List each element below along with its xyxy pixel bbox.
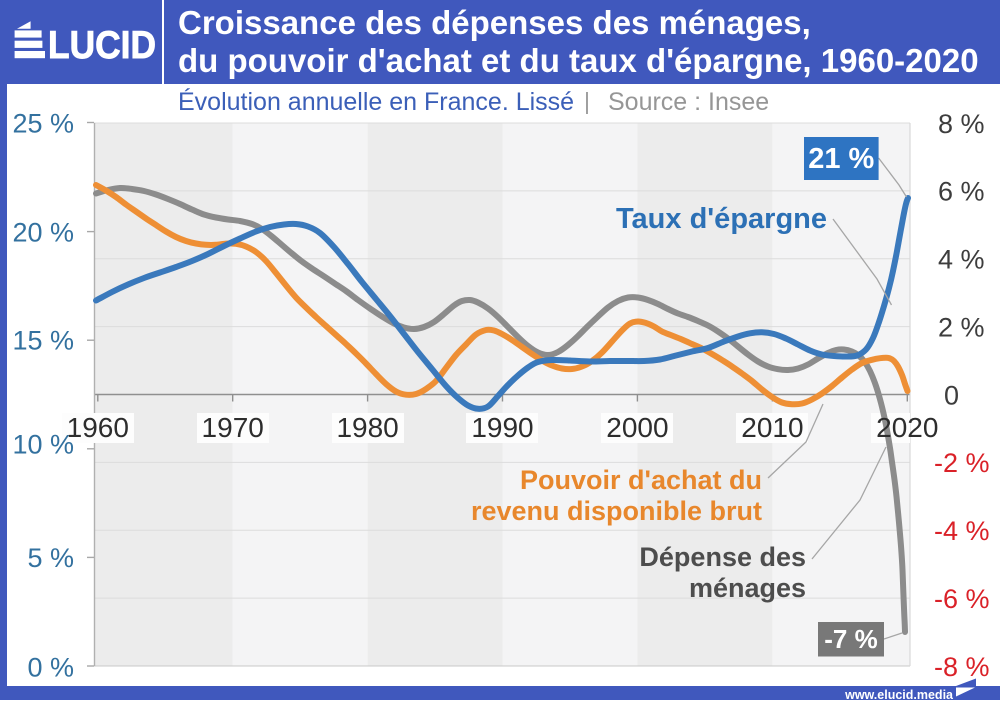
svg-text:2020: 2020 — [876, 412, 938, 443]
svg-text:-4 %: -4 % — [934, 516, 990, 546]
svg-text:25 %: 25 % — [12, 108, 74, 138]
svg-text:Dépense des: Dépense des — [639, 542, 806, 572]
svg-text:2000: 2000 — [606, 412, 668, 443]
svg-text:-2 %: -2 % — [934, 448, 990, 478]
svg-text:2010: 2010 — [741, 412, 803, 443]
svg-text:0 %: 0 % — [27, 652, 74, 682]
svg-text:4 %: 4 % — [938, 245, 985, 275]
svg-text:revenu disponible brut: revenu disponible brut — [471, 496, 762, 526]
svg-text:1980: 1980 — [336, 412, 398, 443]
svg-text:1960: 1960 — [67, 412, 129, 443]
svg-text:Taux d'épargne: Taux d'épargne — [616, 203, 827, 235]
svg-text:6 %: 6 % — [938, 177, 985, 207]
svg-text:LUCID: LUCID — [48, 24, 156, 67]
svg-text:-6 %: -6 % — [934, 584, 990, 614]
svg-text:ménages: ménages — [689, 573, 806, 603]
svg-text:5 %: 5 % — [27, 543, 74, 573]
svg-text:-8 %: -8 % — [934, 652, 990, 682]
svg-text:21 %: 21 % — [808, 143, 874, 175]
svg-text:10 %: 10 % — [12, 430, 74, 460]
svg-text:Pouvoir d'achat du: Pouvoir d'achat du — [520, 465, 762, 495]
svg-text:0: 0 — [944, 380, 959, 410]
svg-text:20 %: 20 % — [12, 217, 74, 247]
svg-text:8 %: 8 % — [938, 109, 985, 139]
svg-text:15 %: 15 % — [12, 326, 74, 356]
svg-text:1990: 1990 — [471, 412, 533, 443]
svg-text:2 %: 2 % — [938, 312, 985, 342]
svg-text:-7 %: -7 % — [824, 624, 877, 654]
svg-text:1970: 1970 — [202, 412, 264, 443]
